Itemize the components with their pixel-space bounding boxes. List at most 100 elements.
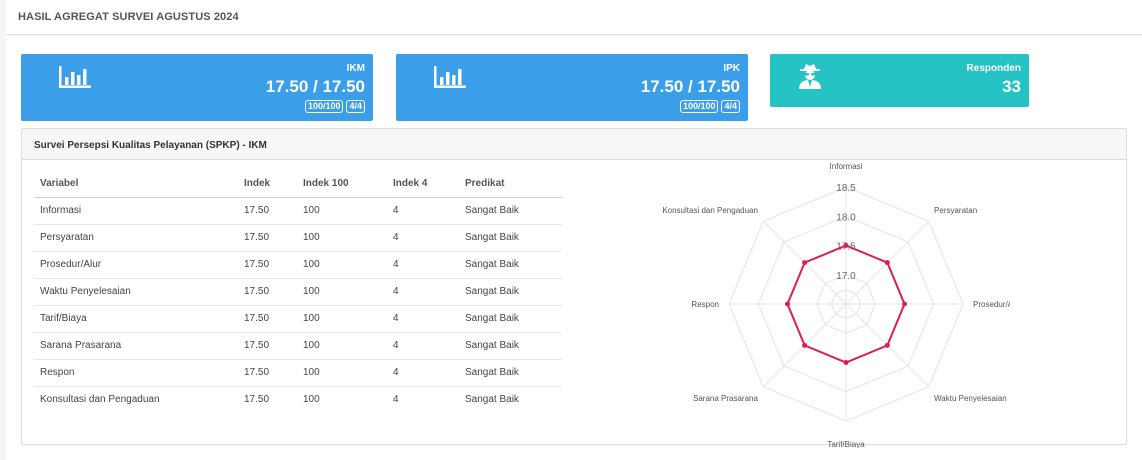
cell-variabel: Konsultasi dan Pengaduan (40, 394, 160, 406)
cell-indek-4: 4 (393, 394, 399, 406)
header-variabel: Variabel (34, 171, 238, 198)
cell-indek-100: 100 (303, 394, 320, 406)
cell-variabel: Prosedur/Alur (34, 251, 238, 279)
page-title: HASIL AGREGAT SURVEI AGUSTUS 2024 (18, 11, 239, 23)
table-row: Respon 17.50 100 4 Sangat Baik (34, 359, 562, 387)
cell-indek-4: 4 (387, 332, 459, 360)
radar-tick-label: 18.0 (836, 212, 856, 223)
user-secret-icon (799, 64, 821, 89)
cell-variabel: Waktu Penyelesaian (34, 278, 238, 306)
cell-variabel: Informasi (34, 197, 238, 225)
cell-indek-100: 100 (297, 197, 387, 225)
cell-predikat: Sangat Baik (459, 278, 562, 306)
cell-predikat: Sangat Baik (459, 197, 562, 225)
ipk-value: 17.50 / 17.50 (640, 77, 740, 96)
cell-indek: 17.50 (238, 332, 297, 360)
radar-point (785, 301, 790, 307)
responden-label: Responden (966, 63, 1021, 74)
header-indek-100: Indek 100 (297, 171, 387, 198)
header-indek-4: Indek 4 (387, 171, 459, 198)
header-predikat: Predikat (459, 171, 562, 198)
cell-indek: 17.50 (244, 394, 270, 406)
cell-indek: 17.50 (238, 359, 297, 387)
ikm-card: IKM 17.50 / 17.50 100/100 4/4 (21, 54, 373, 121)
radar-category-label: Sarana Prasarana (693, 394, 758, 403)
table-row: Waktu Penyelesaian 17.50 100 4 Sangat Ba… (34, 278, 562, 306)
radar-category-label: Respon (691, 300, 719, 309)
cell-predikat: Sangat Baik (459, 332, 562, 360)
cell-variabel: Respon (34, 359, 238, 387)
radar-point (884, 260, 890, 266)
radar-category-label: Informasi (830, 162, 863, 171)
panel-title: Survei Persepsi Kualitas Pelayanan (SPKP… (34, 140, 267, 151)
ikm-label: IKM (346, 63, 365, 74)
cell-predikat: Sangat Baik (465, 394, 519, 406)
radar-tick-label: 17.0 (836, 271, 856, 282)
cell-indek: 17.50 (238, 197, 297, 225)
radar-category-label: Waktu Penyelesaian (934, 394, 1007, 403)
cell-indek-100: 100 (297, 332, 387, 360)
table-row: Konsultasi dan Pengaduan 17.50 100 4 San… (34, 386, 562, 413)
cell-variabel: Tarif/Biaya (34, 305, 238, 333)
cell-indek-4: 4 (387, 305, 459, 333)
ipk-badge-4: 4/4 (721, 100, 740, 113)
table-row: Sarana Prasarana 17.50 100 4 Sangat Baik (34, 332, 562, 360)
ikm-badge-4: 4/4 (346, 100, 365, 113)
cell-predikat: Sangat Baik (459, 251, 562, 279)
table-header-row: Variabel Indek Indek 100 Indek 4 Predika… (34, 171, 562, 198)
cell-predikat: Sangat Baik (459, 305, 562, 333)
ikm-badge-100: 100/100 (304, 100, 344, 113)
cell-indek-100: 100 (297, 278, 387, 306)
cell-indek: 17.50 (238, 224, 297, 252)
radar-category-label: Prosedur/Alur (973, 300, 1010, 309)
page-header: HASIL AGREGAT SURVEI AGUSTUS 2024 (6, 0, 1142, 35)
radar-chart: 17.017.518.018.5InformasiPersyaratanPros… (662, 162, 1010, 448)
ikm-value: 17.50 / 17.50 (265, 77, 365, 96)
header-indek: Indek (238, 171, 297, 198)
cell-indek-100: 100 (297, 305, 387, 333)
ipk-badges: 100/100 4/4 (679, 100, 740, 113)
radar-point (802, 342, 808, 348)
table-row: Prosedur/Alur 17.50 100 4 Sangat Baik (34, 251, 562, 279)
ipk-card: IPK 17.50 / 17.50 100/100 4/4 (396, 54, 748, 121)
cell-predikat: Sangat Baik (459, 359, 562, 387)
ipk-badge-100: 100/100 (679, 100, 719, 113)
cell-predikat: Sangat Baik (459, 224, 562, 252)
radar-point (843, 360, 849, 365)
radar-point (843, 243, 849, 248)
cell-indek-4: 4 (387, 251, 459, 279)
responden-value: 33 (1002, 77, 1021, 96)
table-row: Informasi 17.50 100 4 Sangat Baik (34, 197, 562, 225)
table-row: Persyaratan 17.50 100 4 Sangat Baik (34, 224, 562, 252)
cell-indek-4: 4 (387, 278, 459, 306)
ipk-label: IPK (723, 63, 740, 74)
cell-indek: 17.50 (238, 278, 297, 306)
cell-variabel: Persyaratan (34, 224, 238, 252)
cell-indek: 17.50 (238, 305, 297, 333)
radar-category-label: Persyaratan (934, 206, 977, 215)
results-table: Variabel Indek Indek 100 Indek 4 Predika… (34, 171, 562, 413)
cell-indek-100: 100 (297, 359, 387, 387)
ikm-badges: 100/100 4/4 (304, 100, 365, 113)
radar-point (902, 301, 907, 307)
spkp-panel: Survei Persepsi Kualitas Pelayanan (SPKP… (21, 128, 1127, 445)
radar-point (802, 260, 808, 266)
bar-chart-icon (59, 66, 91, 88)
cell-indek-4: 4 (387, 224, 459, 252)
cell-indek-4: 4 (387, 359, 459, 387)
radar-category-label: Konsultasi dan Pengaduan (662, 206, 758, 215)
bar-chart-icon (434, 66, 466, 88)
cell-variabel: Sarana Prasarana (34, 332, 238, 360)
table-row: Tarif/Biaya 17.50 100 4 Sangat Baik (34, 305, 562, 333)
panel-header: Survei Persepsi Kualitas Pelayanan (SPKP… (22, 129, 1126, 160)
radar-point (884, 342, 890, 348)
main-content: IKM 17.50 / 17.50 100/100 4/4 IPK 17.50 … (6, 36, 1142, 460)
cell-indek-100: 100 (297, 224, 387, 252)
cell-indek-4: 4 (387, 197, 459, 225)
radar-category-label: Tarif/Biaya (827, 440, 865, 448)
radar-tick-label: 18.5 (836, 183, 856, 194)
responden-card: Responden 33 (770, 54, 1029, 107)
cell-indek: 17.50 (238, 251, 297, 279)
cell-indek-100: 100 (297, 251, 387, 279)
